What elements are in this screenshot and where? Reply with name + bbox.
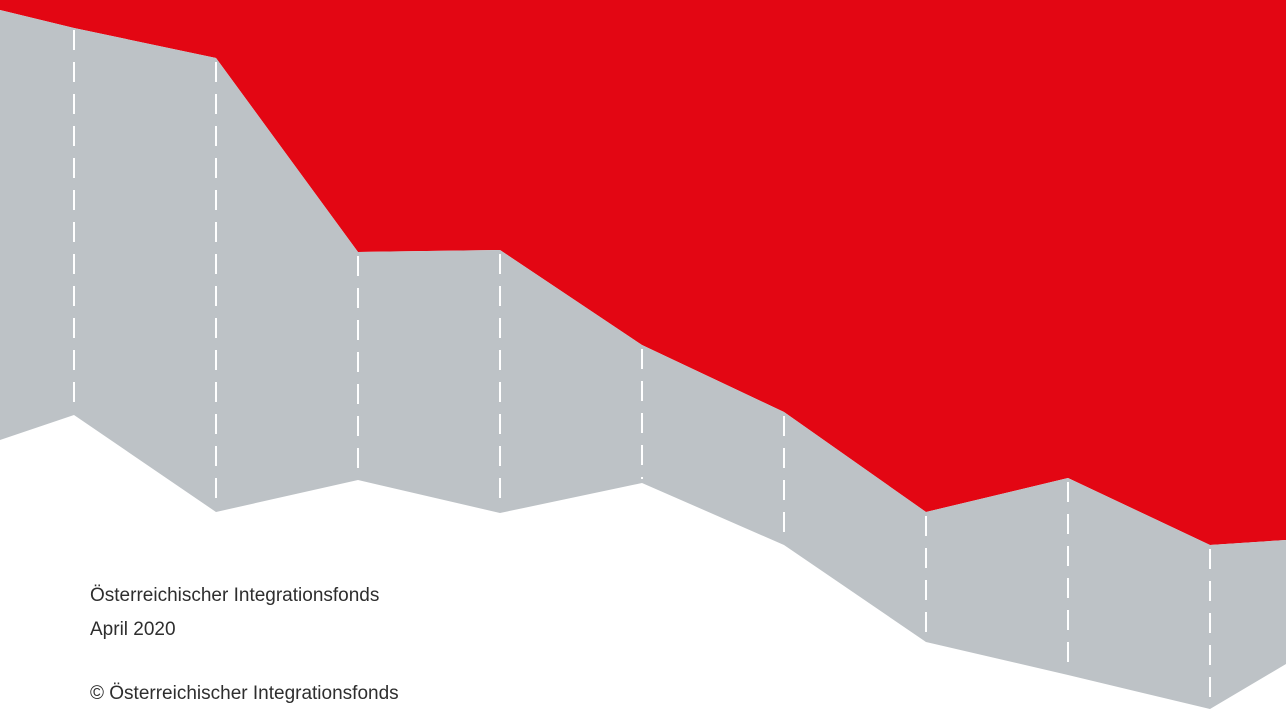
publication-date: April 2020 [90, 619, 176, 640]
copyright-notice: © Österreichischer Integrationsfonds [90, 683, 399, 704]
fold-lines [73, 30, 1211, 705]
red-band [0, 0, 1286, 545]
publisher-name: Österreichischer Integrationsfonds [90, 585, 380, 606]
